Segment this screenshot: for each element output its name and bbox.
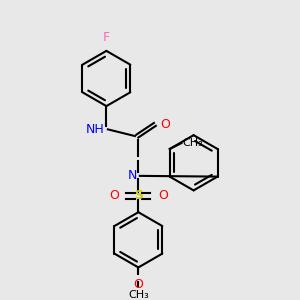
Text: N: N bbox=[128, 169, 137, 182]
Text: S: S bbox=[134, 189, 143, 202]
Text: CH₃: CH₃ bbox=[128, 290, 149, 300]
Text: CH₃: CH₃ bbox=[183, 138, 203, 148]
Text: F: F bbox=[103, 31, 110, 44]
Text: O: O bbox=[109, 189, 119, 202]
Text: O: O bbox=[160, 118, 170, 131]
Text: O: O bbox=[134, 278, 143, 291]
Text: NH: NH bbox=[86, 123, 105, 136]
Text: O: O bbox=[158, 189, 168, 202]
